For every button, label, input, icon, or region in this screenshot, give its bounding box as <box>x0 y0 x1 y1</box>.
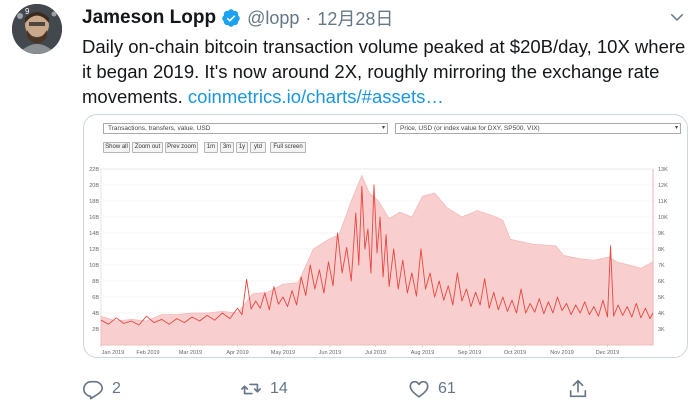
chart: 2B 4B 6B 8B 10B 12B 14B 16B 18B 20B 22B 3K 4K 5K 6K 7K 8… <box>89 167 668 356</box>
heart-icon <box>409 380 429 398</box>
y-left-tick-label: 10B <box>89 263 99 269</box>
price-area-series <box>100 174 654 346</box>
range-1m-button[interactable]: 1m <box>204 142 218 153</box>
range-3m-button[interactable]: 3m <box>220 142 234 153</box>
y-left-tick-label: 4B <box>92 311 99 317</box>
avatar-badge: 9 <box>25 7 30 16</box>
x-tick-label: Nov 2019 <box>550 350 574 356</box>
y-right-tick-label: 12K <box>658 183 668 189</box>
y-left-tick-label: 16B <box>89 215 99 221</box>
x-tick-label: Jan 2019 <box>102 350 125 356</box>
retweet-button[interactable]: 14 <box>240 376 288 402</box>
tweet-text: Daily on-chain bitcoin transaction volum… <box>82 34 692 109</box>
handle[interactable]: @lopp <box>247 7 300 28</box>
left-series-select-label: Transactions, transfers, value, USD <box>108 125 211 132</box>
retweet-count: 14 <box>270 380 288 397</box>
y-left-tick-label: 6B <box>92 295 99 301</box>
y-right-tick-label: 13K <box>658 167 668 173</box>
x-tick-label: May 2019 <box>271 350 295 356</box>
avatar-image <box>12 4 62 54</box>
y-left-tick-label: 14B <box>89 231 99 237</box>
y-left-tick-label: 18B <box>89 199 99 205</box>
right-series-select-label: Price, USD (or index value for DXY, SP50… <box>400 125 540 132</box>
reply-count: 2 <box>112 380 121 397</box>
right-series-select[interactable]: Price, USD (or index value for DXY, SP50… <box>395 123 681 134</box>
tweet-header: Jameson Lopp @lopp · 12月28日 <box>82 6 393 30</box>
x-tick-label: Oct 2019 <box>504 350 526 356</box>
chevron-down-icon[interactable] <box>668 8 686 26</box>
retweet-icon <box>241 383 261 395</box>
y-right-tick-label: 11K <box>658 199 668 205</box>
y-left-tick-label: 12B <box>89 247 99 253</box>
prev-zoom-button[interactable]: Prev zoom <box>165 142 198 153</box>
y-right-tick-label: 3K <box>658 327 665 333</box>
x-tick-label: Dec 2019 <box>596 350 620 356</box>
avatar[interactable]: 9 <box>12 4 62 54</box>
reply-icon <box>83 380 103 400</box>
reply-button[interactable]: 2 <box>82 376 121 402</box>
y-left-tick-label: 20B <box>89 183 99 189</box>
x-tick-label: Jul 2019 <box>365 350 386 356</box>
x-tick-label: Sep 2019 <box>458 350 482 356</box>
separator-dot: · <box>305 7 312 28</box>
select-arrow-icon: ▾ <box>381 125 385 131</box>
share-button[interactable] <box>567 376 589 402</box>
volume-line-series <box>100 184 654 326</box>
full-screen-button[interactable]: Full screen <box>270 142 306 153</box>
y-left-tick-label: 2B <box>92 327 99 333</box>
range-ytd-button[interactable]: ytd <box>250 142 266 153</box>
x-tick-label: Mar 2019 <box>179 350 202 356</box>
display-name[interactable]: Jameson Lopp <box>82 7 217 28</box>
x-tick-label: Apr 2019 <box>226 350 248 356</box>
select-arrow-icon: ▾ <box>674 125 678 131</box>
media-card[interactable]: Transactions, transfers, value, USD ▾ Pr… <box>83 114 688 358</box>
show-all-button[interactable]: Show all <box>103 142 130 153</box>
like-button[interactable]: 61 <box>408 376 456 402</box>
y-right-tick-label: 6K <box>658 279 665 285</box>
tweet-actions: 2 14 61 <box>82 376 602 402</box>
range-1y-button[interactable]: 1y <box>236 142 248 153</box>
left-series-select[interactable]: Transactions, transfers, value, USD ▾ <box>103 123 388 134</box>
like-count: 61 <box>438 380 456 397</box>
x-tick-label: Feb 2019 <box>136 350 159 356</box>
x-tick-label: Aug 2019 <box>411 350 435 356</box>
tweet-link[interactable]: coinmetrics.io/charts/#assets… <box>187 86 444 107</box>
verified-badge-icon <box>222 9 240 27</box>
y-right-tick-label: 10K <box>658 215 668 221</box>
y-left-tick-label: 22B <box>89 167 99 173</box>
tweet-date[interactable]: 12月28日 <box>317 9 394 29</box>
share-icon <box>569 379 587 398</box>
y-right-tick-label: 5K <box>658 295 665 301</box>
zoom-out-button[interactable]: Zoom out <box>132 142 163 153</box>
y-right-tick-label: 4K <box>658 311 665 317</box>
y-left-tick-label: 8B <box>92 279 99 285</box>
tweet-body: Daily on-chain bitcoin transaction volum… <box>82 36 686 107</box>
y-right-tick-label: 8K <box>658 247 665 253</box>
x-tick-label: Jun 2019 <box>319 350 342 356</box>
y-right-tick-label: 7K <box>658 263 665 269</box>
y-right-tick-label: 9K <box>658 231 665 237</box>
